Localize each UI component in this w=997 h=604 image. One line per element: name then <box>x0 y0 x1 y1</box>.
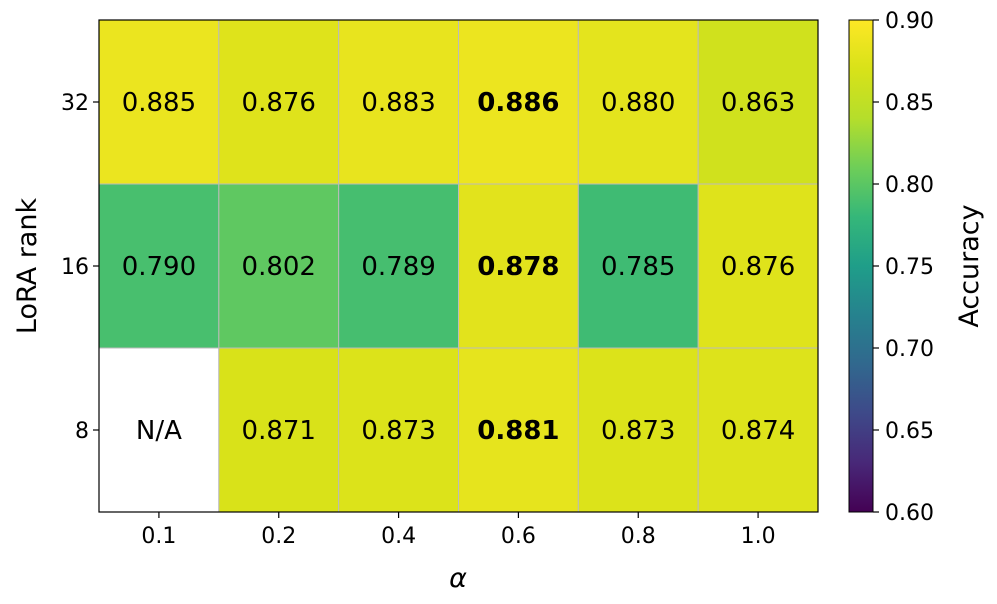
cell-value-label: 0.878 <box>477 252 559 282</box>
heatmap-cell <box>458 19 579 185</box>
x-tick-label: 0.4 <box>381 524 416 549</box>
colorbar-ticks: 0.60 0.65 0.70 0.75 0.80 0.85 0.90 <box>873 9 934 526</box>
y-axis: 32 16 8 <box>61 91 99 444</box>
y-tick-label: 32 <box>61 91 89 116</box>
cell-value-label: 0.785 <box>601 252 675 282</box>
x-tick-label: 0.6 <box>501 524 536 549</box>
heatmap-cell <box>458 347 579 513</box>
cell-value-label: 0.880 <box>601 88 675 118</box>
heatmap-cell <box>458 183 579 349</box>
cell-value-label: 0.802 <box>242 252 316 282</box>
colorbar-tick-label: 0.80 <box>885 173 934 198</box>
heatmap-cell-labels: 0.885 0.876 0.883 0.886 0.880 0.863 0.790 0.802… <box>122 88 796 446</box>
heatmap-cell <box>218 183 340 349</box>
y-tick-label: 8 <box>75 419 89 444</box>
heatmap-cell <box>218 347 340 513</box>
cell-value-label: 0.863 <box>721 88 795 118</box>
cell-value-label: 0.873 <box>601 416 675 446</box>
heatmap-cell <box>697 347 819 513</box>
heatmap-cell <box>98 347 220 513</box>
colorbar-tick-label: 0.65 <box>885 419 934 444</box>
cell-value-label: N/A <box>136 416 182 446</box>
cell-value-label: 0.886 <box>477 88 559 118</box>
cell-value-label: 0.876 <box>721 252 795 282</box>
cell-value-label: 0.883 <box>361 88 435 118</box>
x-tick-label: 1.0 <box>741 524 776 549</box>
y-tick-label: 16 <box>61 255 89 280</box>
colorbar-tick-label: 0.85 <box>885 91 934 116</box>
heatmap-cells <box>98 19 819 513</box>
cell-value-label: 0.789 <box>361 252 435 282</box>
heatmap-cell <box>338 347 459 513</box>
y-axis-label: LoRA rank <box>12 198 43 335</box>
x-tick-label: 0.8 <box>621 524 656 549</box>
cell-value-label: 0.881 <box>477 416 559 446</box>
colorbar-tick-label: 0.60 <box>885 501 934 526</box>
colorbar-tick-label: 0.75 <box>885 255 934 280</box>
cell-value-label: 0.885 <box>122 88 196 118</box>
colorbar-label: Accuracy <box>954 204 985 327</box>
heatmap-cell <box>577 347 699 513</box>
heatmap-cell <box>697 183 819 349</box>
colorbar-tick-label: 0.90 <box>885 9 934 34</box>
heatmap-cell <box>98 19 220 185</box>
x-axis-label: α <box>449 563 467 594</box>
heatmap-cell <box>577 19 699 185</box>
x-axis: 0.1 0.2 0.4 0.6 0.8 1.0 <box>141 512 776 549</box>
cell-value-label: 0.873 <box>361 416 435 446</box>
x-tick-label: 0.1 <box>141 524 176 549</box>
cell-value-label: 0.874 <box>721 416 795 446</box>
cell-value-label: 0.790 <box>122 252 196 282</box>
cell-value-label: 0.876 <box>242 88 316 118</box>
heatmap-cell <box>218 19 340 185</box>
x-tick-label: 0.2 <box>261 524 296 549</box>
cell-value-label: 0.871 <box>242 416 316 446</box>
heatmap-cell <box>697 19 819 185</box>
colorbar <box>848 19 874 513</box>
colorbar-tick-label: 0.70 <box>885 337 934 362</box>
